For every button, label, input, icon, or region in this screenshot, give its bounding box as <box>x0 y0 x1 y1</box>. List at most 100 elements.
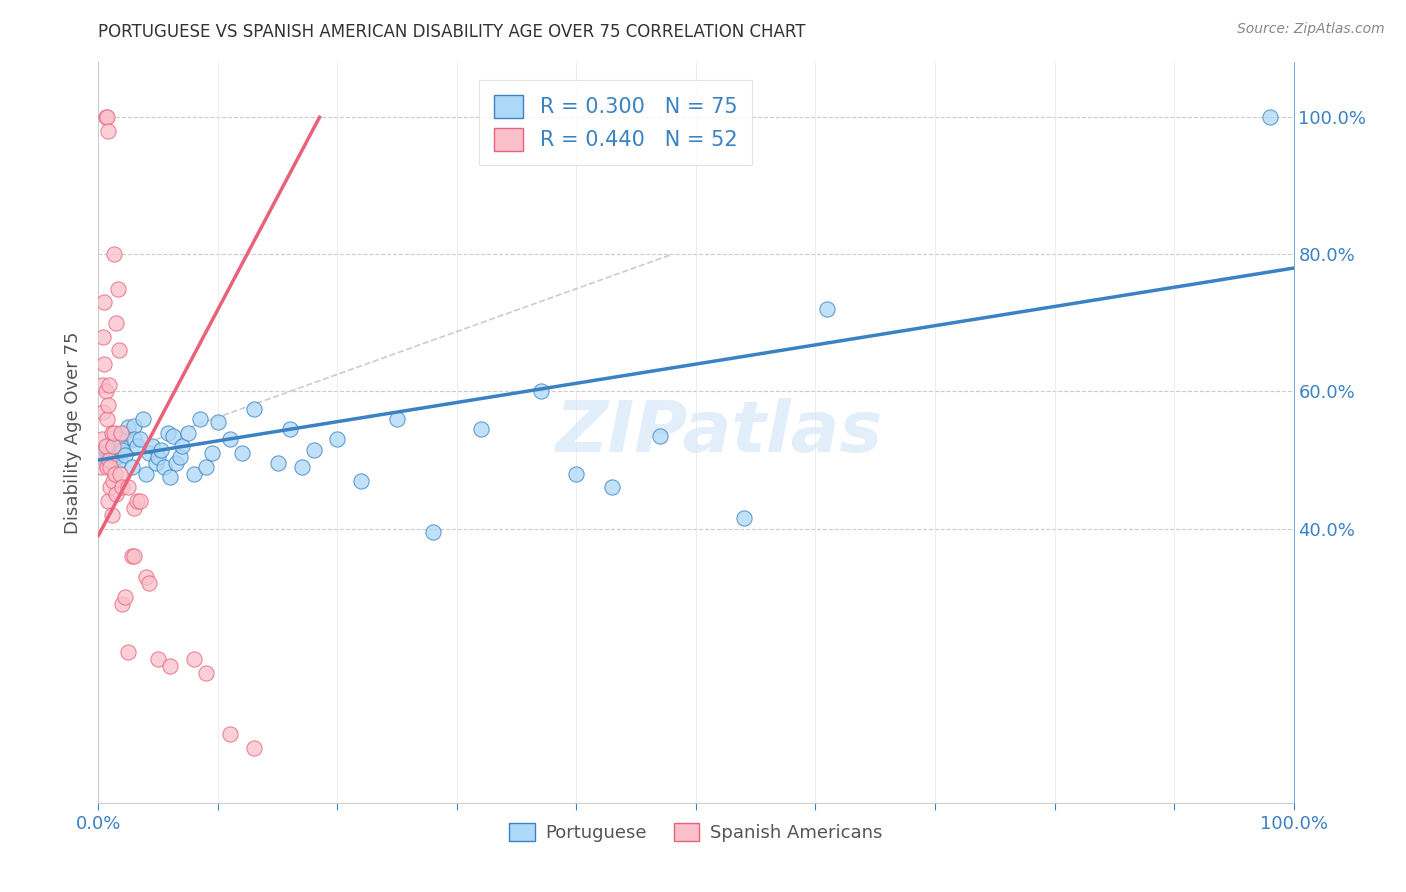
Point <box>90 459 112 474</box>
Point <box>291 459 314 474</box>
Point <box>90 446 112 460</box>
Point <box>207 415 229 429</box>
Point <box>101 454 124 468</box>
Point <box>91 450 114 464</box>
Point <box>117 480 139 494</box>
Point <box>91 405 114 419</box>
Point <box>129 494 152 508</box>
Point <box>97 124 120 138</box>
Point <box>91 445 114 459</box>
Point <box>162 429 184 443</box>
Y-axis label: Disability Age Over 75: Disability Age Over 75 <box>63 331 82 534</box>
Point <box>177 425 200 440</box>
Point <box>96 453 118 467</box>
Point <box>91 329 114 343</box>
Point <box>103 436 125 450</box>
Point <box>91 454 114 468</box>
Point <box>96 110 118 124</box>
Point <box>124 549 146 563</box>
Point <box>188 412 211 426</box>
Point <box>385 412 409 426</box>
Point <box>165 457 187 471</box>
Point <box>97 398 120 412</box>
Point <box>103 247 125 261</box>
Point <box>243 741 266 756</box>
Text: ZIPatlas: ZIPatlas <box>557 398 883 467</box>
Point <box>94 442 117 457</box>
Point <box>145 457 167 471</box>
Text: PORTUGUESE VS SPANISH AMERICAN DISABILITY AGE OVER 75 CORRELATION CHART: PORTUGUESE VS SPANISH AMERICAN DISABILIT… <box>98 23 806 41</box>
Point <box>111 442 134 457</box>
Point <box>733 511 755 525</box>
Point <box>326 433 349 447</box>
Point <box>121 459 143 474</box>
Point <box>90 446 112 460</box>
Point <box>183 467 205 481</box>
Point <box>105 316 128 330</box>
Point <box>148 652 170 666</box>
Point <box>100 508 122 522</box>
Point <box>602 480 624 494</box>
Point <box>195 665 218 680</box>
Point <box>183 652 205 666</box>
Point <box>149 442 172 457</box>
Point <box>104 448 127 462</box>
Point <box>201 446 224 460</box>
Point <box>131 412 153 426</box>
Point <box>124 501 146 516</box>
Point <box>108 453 131 467</box>
Point <box>108 467 131 481</box>
Point <box>138 576 160 591</box>
Point <box>98 442 122 457</box>
Point <box>93 451 115 466</box>
Point <box>108 429 131 443</box>
Point <box>107 445 129 459</box>
Point <box>110 436 132 450</box>
Point <box>103 425 125 440</box>
Point <box>124 418 146 433</box>
Point <box>219 433 242 447</box>
Point <box>121 549 143 563</box>
Point <box>125 439 148 453</box>
Point <box>104 467 127 481</box>
Point <box>98 377 121 392</box>
Point <box>124 433 146 447</box>
Point <box>107 343 129 358</box>
Point <box>112 425 135 440</box>
Point <box>100 451 122 466</box>
Point <box>93 448 115 462</box>
Point <box>153 459 176 474</box>
Point <box>648 429 672 443</box>
Point <box>100 425 122 440</box>
Point <box>243 401 266 416</box>
Legend: Portuguese, Spanish Americans: Portuguese, Spanish Americans <box>502 816 890 849</box>
Point <box>815 302 838 317</box>
Point <box>169 450 191 464</box>
Point <box>98 450 122 464</box>
Point <box>156 425 179 440</box>
Point <box>94 384 117 399</box>
Point <box>114 590 136 604</box>
Point <box>172 439 194 453</box>
Point <box>231 446 253 460</box>
Point <box>107 282 129 296</box>
Point <box>101 474 124 488</box>
Point <box>97 446 120 460</box>
Point <box>101 439 124 453</box>
Point <box>93 357 115 371</box>
Point <box>94 439 117 453</box>
Point <box>470 422 492 436</box>
Point <box>111 480 134 494</box>
Point <box>96 459 118 474</box>
Point <box>159 658 181 673</box>
Point <box>195 459 218 474</box>
Point <box>107 439 129 453</box>
Text: Source: ZipAtlas.com: Source: ZipAtlas.com <box>1237 22 1385 37</box>
Point <box>138 446 160 460</box>
Point <box>350 474 373 488</box>
Point <box>94 457 117 471</box>
Point <box>111 597 134 611</box>
Point <box>105 450 128 464</box>
Point <box>129 433 152 447</box>
Point <box>105 433 128 447</box>
